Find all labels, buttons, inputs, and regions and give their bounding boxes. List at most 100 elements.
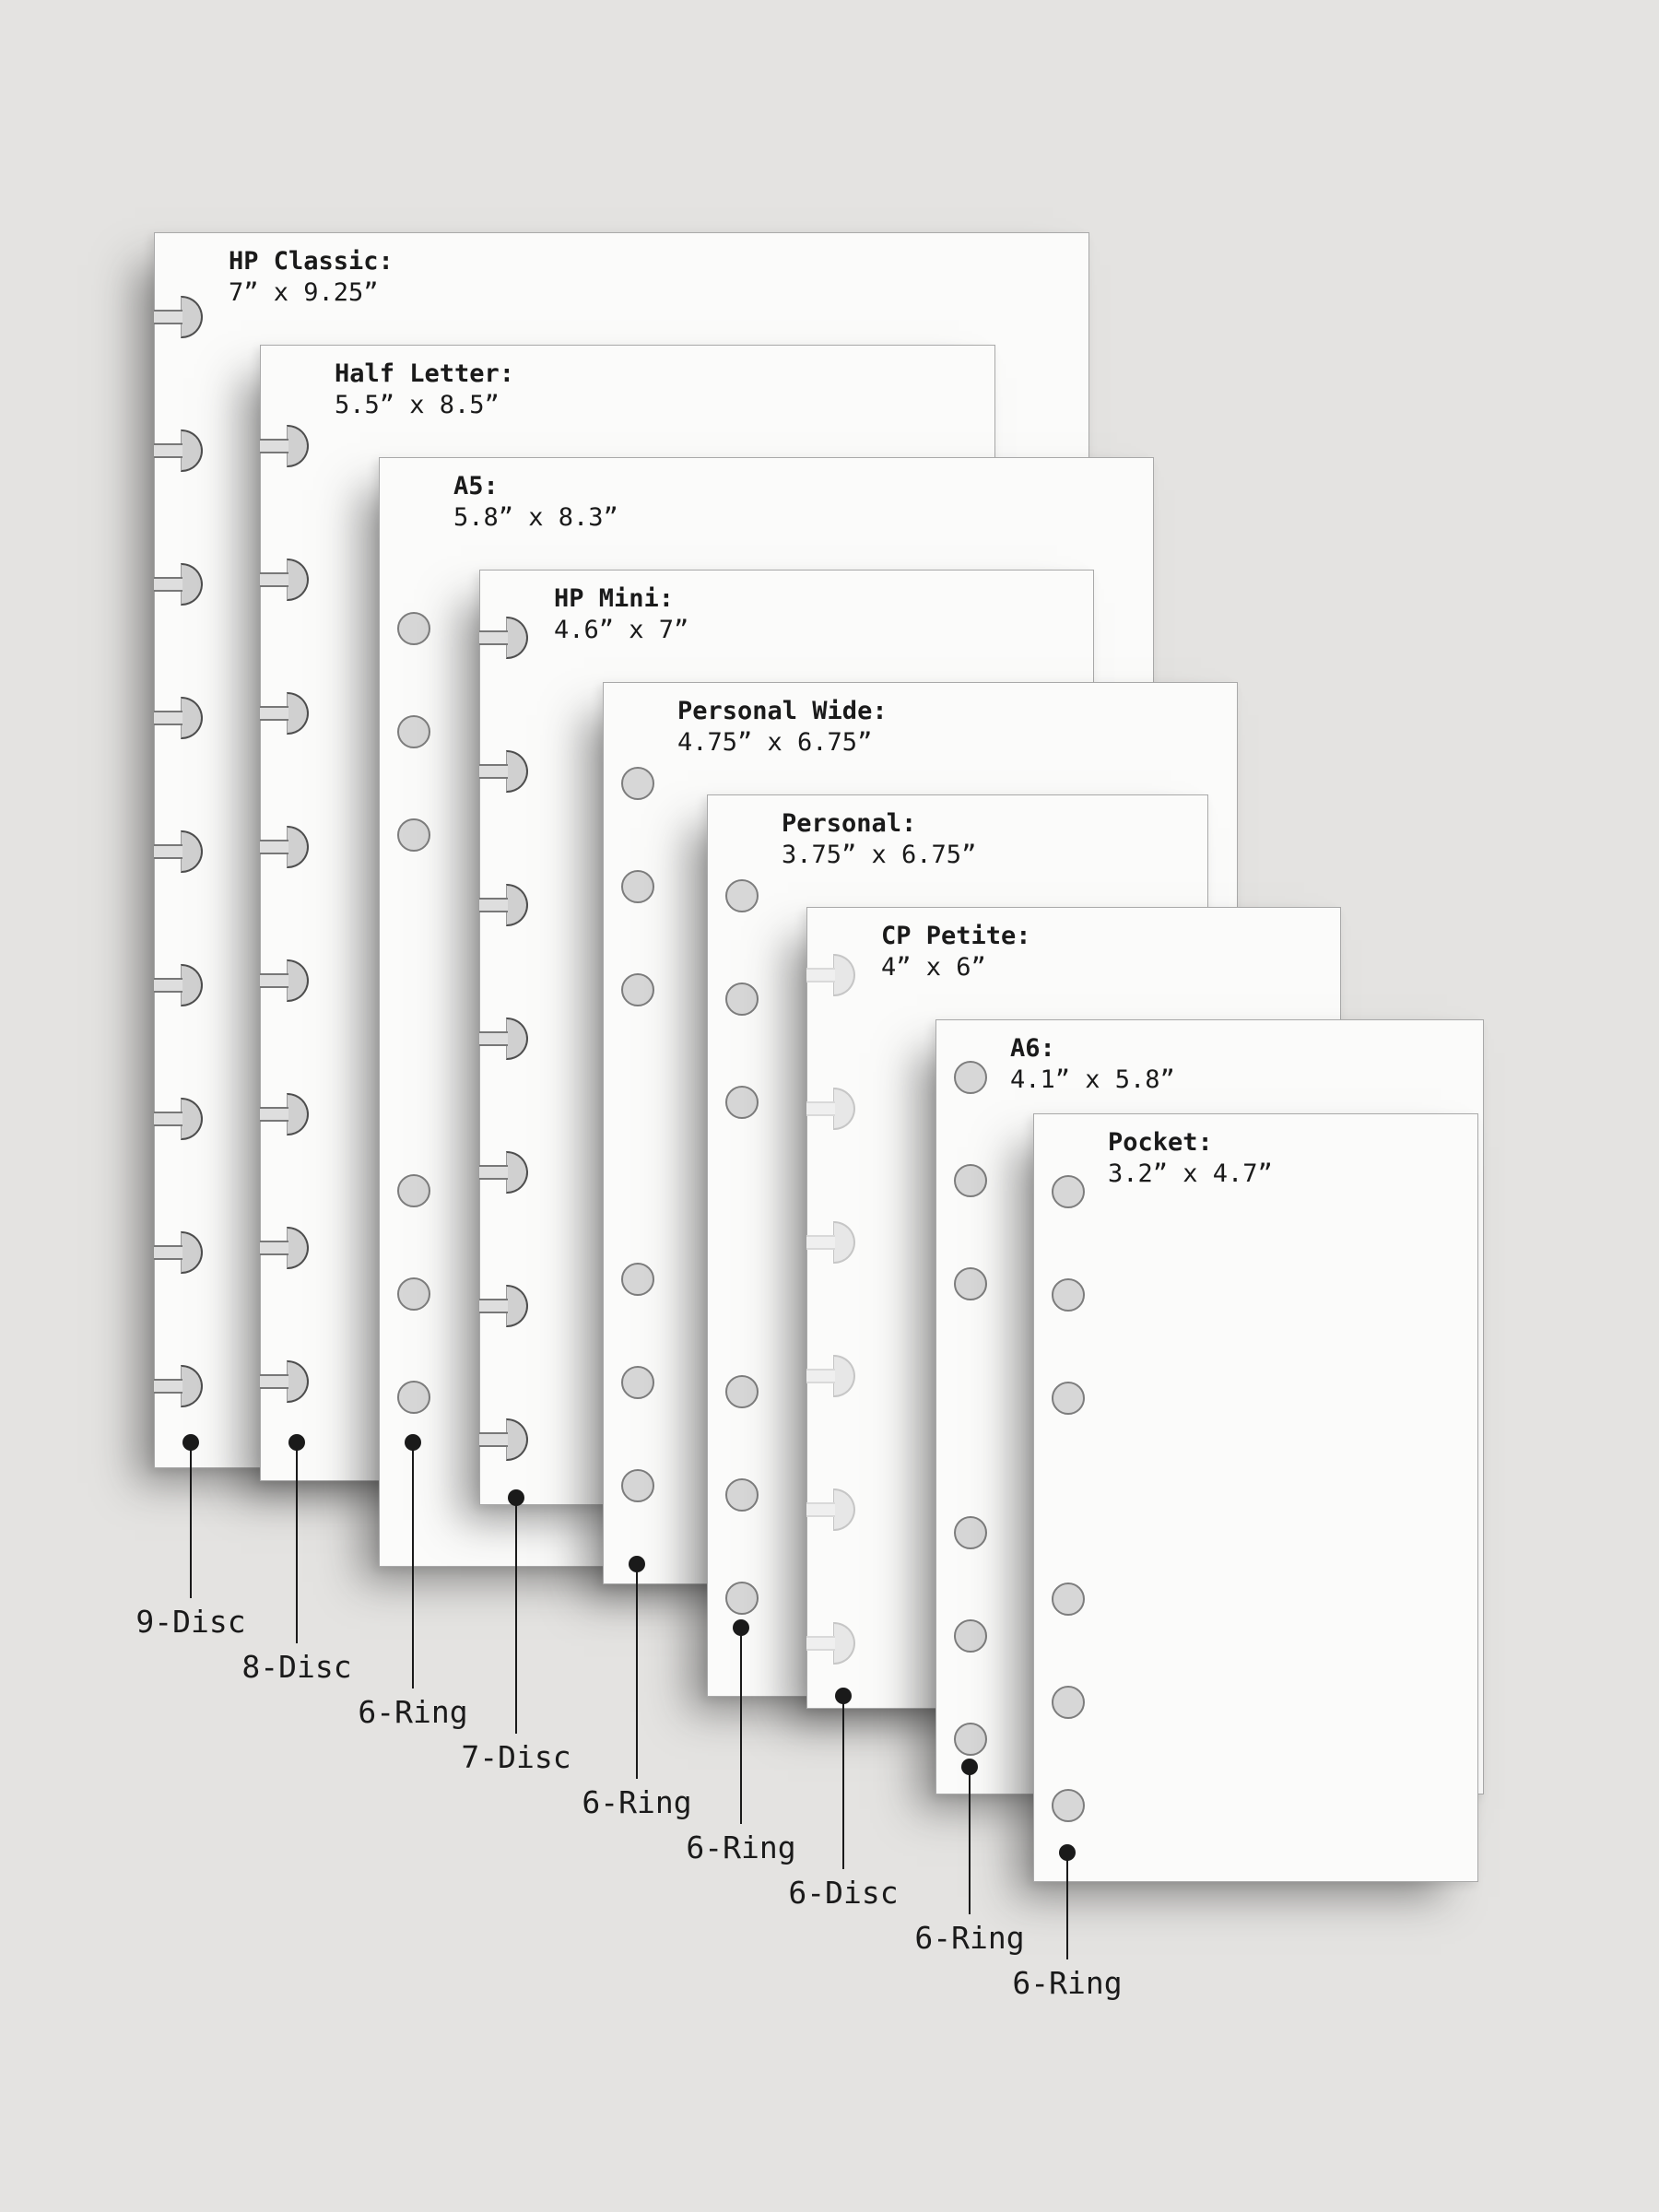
disc-punch-hole — [806, 1355, 855, 1397]
disc-punch-slot — [479, 1031, 508, 1046]
disc-punch-slot — [260, 1241, 288, 1255]
disc-punch-head — [833, 1488, 855, 1531]
disc-punch-slot — [260, 439, 288, 453]
binding-label: 6-Ring — [582, 1784, 692, 1820]
ring-hole — [954, 1619, 987, 1653]
sheet-dimensions: 4.75” x 6.75” — [677, 728, 873, 757]
callout-dot — [1059, 1844, 1076, 1861]
sheet-label: HP Mini: 4.6” x 7” — [554, 583, 688, 646]
disc-punch-head — [181, 1365, 203, 1407]
disc-punch-head — [287, 959, 309, 1002]
disc-punch-head — [181, 1098, 203, 1140]
disc-punch-head — [287, 1360, 309, 1403]
sheet-label: HP Classic: 7” x 9.25” — [229, 246, 394, 309]
sheet-dimensions: 4.1” x 5.8” — [1010, 1065, 1175, 1094]
ring-hole — [397, 1277, 430, 1311]
disc-punch-slot — [154, 310, 182, 324]
disc-punch-slot — [154, 577, 182, 592]
disc-punch-head — [181, 296, 203, 338]
ring-hole — [621, 973, 654, 1006]
ring-hole — [397, 818, 430, 852]
disc-punch-head — [181, 697, 203, 739]
disc-punch-slot — [479, 630, 508, 645]
callout-line — [515, 1498, 517, 1734]
disc-punch-hole — [154, 1098, 203, 1140]
disc-punch-head — [833, 1088, 855, 1130]
disc-punch-hole — [479, 1018, 528, 1060]
disc-punch-hole — [260, 425, 309, 467]
disc-punch-head — [833, 1622, 855, 1665]
disc-punch-hole — [260, 559, 309, 601]
disc-punch-hole — [806, 1488, 855, 1531]
callout-dot — [288, 1434, 305, 1451]
sheet-title: A5: — [453, 472, 499, 500]
ring-hole — [954, 1516, 987, 1549]
disc-punch-hole — [154, 563, 203, 606]
disc-punch-slot — [479, 764, 508, 779]
callout-line — [296, 1442, 298, 1643]
disc-punch-slot — [260, 1107, 288, 1122]
sheet-title: Personal: — [782, 809, 917, 838]
binding-label: 6-Disc — [788, 1875, 899, 1911]
sheet-dimensions: 5.8” x 8.3” — [453, 503, 618, 532]
disc-punch-slot — [806, 1502, 835, 1517]
disc-punch-hole — [260, 1360, 309, 1403]
ring-hole — [621, 1366, 654, 1399]
sheet-dimensions: 4” x 6” — [881, 953, 986, 982]
disc-punch-hole — [260, 1227, 309, 1269]
ring-hole — [1052, 1686, 1085, 1719]
disc-punch-hole — [154, 964, 203, 1006]
disc-punch-slot — [479, 1432, 508, 1447]
ring-hole — [725, 1582, 759, 1615]
callout-line — [969, 1767, 971, 1914]
binding-label: 9-Disc — [135, 1604, 246, 1640]
disc-punch-head — [287, 425, 309, 467]
ring-hole — [725, 1375, 759, 1408]
callout-line — [1066, 1853, 1068, 1959]
disc-punch-hole — [154, 830, 203, 873]
sheet-title: CP Petite: — [881, 922, 1031, 950]
disc-punch-hole — [154, 1365, 203, 1407]
disc-punch-head — [506, 617, 528, 659]
disc-punch-hole — [154, 1231, 203, 1274]
ring-hole — [1052, 1175, 1085, 1208]
disc-punch-head — [287, 1093, 309, 1135]
ring-hole — [954, 1267, 987, 1300]
disc-punch-hole — [260, 1093, 309, 1135]
sheet-title: HP Mini: — [554, 584, 675, 613]
disc-punch-slot — [806, 968, 835, 982]
ring-hole — [621, 1263, 654, 1296]
disc-punch-slot — [154, 1379, 182, 1394]
disc-punch-slot — [154, 844, 182, 859]
disc-punch-hole — [260, 959, 309, 1002]
disc-punch-slot — [479, 1165, 508, 1180]
disc-punch-head — [833, 954, 855, 996]
disc-punch-head — [287, 692, 309, 735]
sheet-title: Pocket: — [1108, 1128, 1213, 1157]
disc-punch-slot — [806, 1636, 835, 1651]
disc-punch-head — [287, 1227, 309, 1269]
disc-punch-hole — [479, 884, 528, 926]
callout-line — [636, 1564, 638, 1779]
binding-label: 6-Ring — [1012, 1965, 1123, 2001]
binding-label: 8-Disc — [241, 1649, 352, 1685]
binding-label: 7-Disc — [461, 1739, 571, 1775]
disc-punch-hole — [260, 826, 309, 868]
callout-line — [190, 1442, 192, 1598]
ring-hole — [621, 870, 654, 903]
sheet-label: Personal: 3.75” x 6.75” — [782, 808, 976, 871]
disc-punch-head — [506, 1151, 528, 1194]
sheet-label: Personal Wide: 4.75” x 6.75” — [677, 696, 888, 759]
sheet-label: Half Letter: 5.5” x 8.5” — [335, 359, 514, 421]
callout-dot — [405, 1434, 421, 1451]
disc-punch-slot — [260, 840, 288, 854]
disc-punch-slot — [260, 572, 288, 587]
disc-punch-hole — [479, 617, 528, 659]
disc-punch-head — [506, 750, 528, 793]
disc-punch-hole — [260, 692, 309, 735]
ring-hole — [725, 1478, 759, 1512]
callout-line — [842, 1696, 844, 1869]
disc-punch-head — [506, 884, 528, 926]
binding-label: 6-Ring — [358, 1694, 468, 1730]
